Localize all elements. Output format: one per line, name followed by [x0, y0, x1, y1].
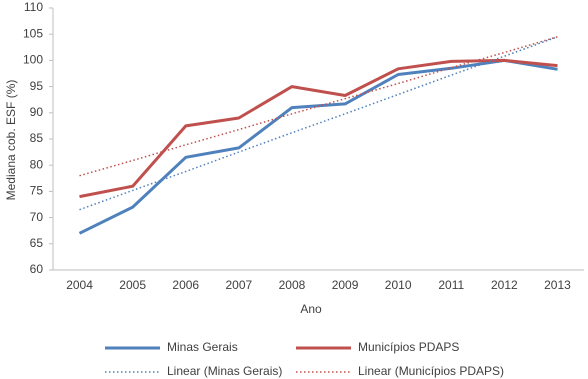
trend-line: [79, 36, 558, 177]
x-tick-label: 2005: [119, 278, 146, 292]
y-tick-label: 75: [30, 184, 44, 198]
x-tick-label: 2006: [172, 278, 199, 292]
legend-label: Minas Gerais: [167, 340, 238, 354]
series-line: [78, 58, 558, 235]
x-tick-label: 2013: [544, 278, 571, 292]
y-tick-label: 105: [23, 26, 43, 40]
legend-label: Linear (Minas Gerais): [167, 364, 282, 378]
x-tick-label: 2012: [491, 278, 518, 292]
y-tick-label: 80: [30, 157, 44, 171]
y-tick-label: 60: [30, 262, 44, 276]
x-tick-label: 2008: [279, 278, 306, 292]
y-tick-label: 90: [30, 105, 44, 119]
x-tick-label: 2007: [225, 278, 252, 292]
y-tick-label: 100: [23, 53, 43, 67]
x-tick-label: 2009: [332, 278, 359, 292]
y-axis-label: Mediana cob. ESF (%): [4, 80, 18, 201]
y-tick-label: 65: [30, 236, 44, 250]
legend-label: Municípios PDAPS: [358, 340, 459, 354]
y-tick-label: 70: [30, 210, 44, 224]
y-tick-label: 110: [24, 0, 43, 14]
x-tick-label: 2010: [385, 278, 412, 292]
trend-line: [79, 36, 558, 211]
series-line: [79, 58, 558, 199]
legend-label: Linear (Municípios PDAPS): [358, 364, 504, 378]
y-tick-label: 85: [30, 131, 44, 145]
x-tick-label: 2011: [438, 278, 464, 292]
y-tick-label: 95: [30, 79, 44, 93]
x-axis-label: Ano: [300, 302, 322, 316]
x-tick-label: 2004: [66, 278, 93, 292]
